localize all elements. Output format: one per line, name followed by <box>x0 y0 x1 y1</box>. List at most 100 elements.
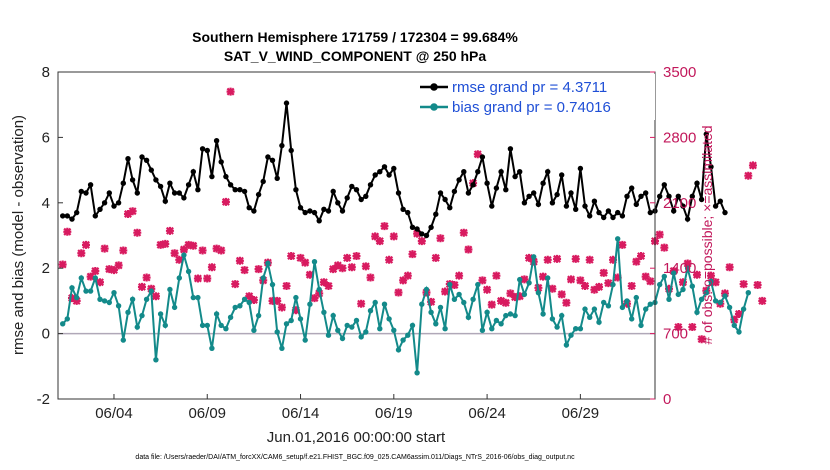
obs-marker <box>114 261 123 270</box>
rmse-point <box>423 232 430 239</box>
obs-marker <box>543 255 552 264</box>
obs-marker <box>296 253 305 262</box>
obs-marker <box>581 281 590 290</box>
obs-marker <box>324 281 333 290</box>
obs-marker <box>212 244 221 253</box>
bias-point <box>573 326 579 332</box>
bias-point <box>503 312 509 319</box>
obs-marker <box>576 276 585 285</box>
obs-marker <box>520 275 529 284</box>
y-left-tick-label: 4 <box>42 195 50 212</box>
bias-point <box>698 296 705 302</box>
obs-marker <box>193 274 202 283</box>
bias-point <box>386 316 392 322</box>
bias-point <box>419 301 425 307</box>
bias-point <box>139 312 145 319</box>
obs-marker <box>683 259 692 268</box>
obs-marker <box>184 240 193 249</box>
rmse-point <box>587 213 593 219</box>
rmse-point <box>442 196 448 203</box>
y-right-tick-label: 2100 <box>663 195 696 212</box>
rmse-point <box>153 177 159 183</box>
rmse-point <box>195 187 201 193</box>
obs-marker <box>207 263 216 272</box>
x-tick-label: 06/09 <box>188 405 226 422</box>
obs-marker <box>254 265 263 274</box>
obs-marker <box>72 296 81 305</box>
rmse-point <box>381 164 388 170</box>
rmse-point <box>712 203 719 209</box>
bias-point <box>591 306 598 312</box>
bias-point <box>255 312 262 319</box>
plot-area <box>58 72 655 399</box>
bias-point <box>423 286 430 293</box>
bias-point <box>643 306 649 312</box>
rmse-point <box>507 146 514 152</box>
rmse-point <box>265 154 271 160</box>
obs-marker <box>487 300 496 309</box>
obs-marker <box>77 249 86 258</box>
rmse-point <box>218 159 224 165</box>
x-tick-label: 06/24 <box>468 405 506 422</box>
rmse-point <box>666 193 672 199</box>
rmse-point <box>92 213 99 219</box>
x-tick-label: 06/04 <box>95 405 133 422</box>
bias-point <box>358 334 364 340</box>
bias-point <box>684 265 691 271</box>
bias-point <box>148 288 154 294</box>
rmse-point <box>638 193 644 199</box>
obs-marker <box>641 272 650 281</box>
rmse-point <box>573 206 579 212</box>
rmse-point <box>451 188 458 195</box>
bias-point <box>209 345 215 351</box>
obs-marker <box>627 281 636 290</box>
bias-point <box>433 321 439 327</box>
bias-point <box>227 314 234 320</box>
obs-marker <box>161 239 170 248</box>
rmse-point <box>367 182 374 188</box>
bias-point <box>703 290 709 296</box>
bias-point <box>153 357 159 363</box>
obs-marker <box>734 309 743 318</box>
rmse-point <box>540 180 546 186</box>
obs-marker <box>305 270 314 279</box>
bias-point <box>115 303 122 309</box>
rmse-point <box>591 198 598 204</box>
bias-point <box>657 281 663 288</box>
bias-point <box>484 309 490 315</box>
obs-marker <box>301 258 310 267</box>
rmse-point <box>339 208 346 214</box>
rmse-point <box>577 165 584 172</box>
rmse-point <box>545 169 551 175</box>
x-tick-label: 06/19 <box>375 405 413 422</box>
rmse-point <box>461 169 467 175</box>
rmse-point <box>349 183 355 190</box>
legend: rmse grand pr = 4.3711 bias grand pr = 0… <box>415 74 655 120</box>
obs-marker <box>427 297 436 306</box>
rmse-point <box>157 183 164 190</box>
obs-marker <box>95 278 104 287</box>
y-right-tick-label: 1400 <box>663 260 696 277</box>
bias-point <box>353 317 360 324</box>
rmse-point <box>395 190 402 196</box>
obs-marker <box>217 246 226 255</box>
obs-marker <box>151 292 160 301</box>
obs-marker <box>240 266 249 275</box>
obs-marker <box>133 228 142 237</box>
bias-point <box>372 299 378 306</box>
bias-point <box>559 312 565 319</box>
bias-point <box>465 314 472 320</box>
rmse-point <box>115 200 122 206</box>
rmse-point <box>456 177 462 183</box>
obs-marker <box>632 257 641 266</box>
rmse-point <box>227 182 234 188</box>
legend-rmse-marker <box>430 83 438 91</box>
bias-point <box>279 345 285 351</box>
rmse-point <box>139 154 145 160</box>
obs-marker <box>548 284 557 293</box>
bias-point <box>507 311 514 317</box>
y-axis-label-right: # of obs: o=possible; ×=assimilated <box>699 125 715 344</box>
obs-marker <box>678 278 687 287</box>
bias-point <box>610 281 616 288</box>
obs-marker <box>688 323 697 332</box>
